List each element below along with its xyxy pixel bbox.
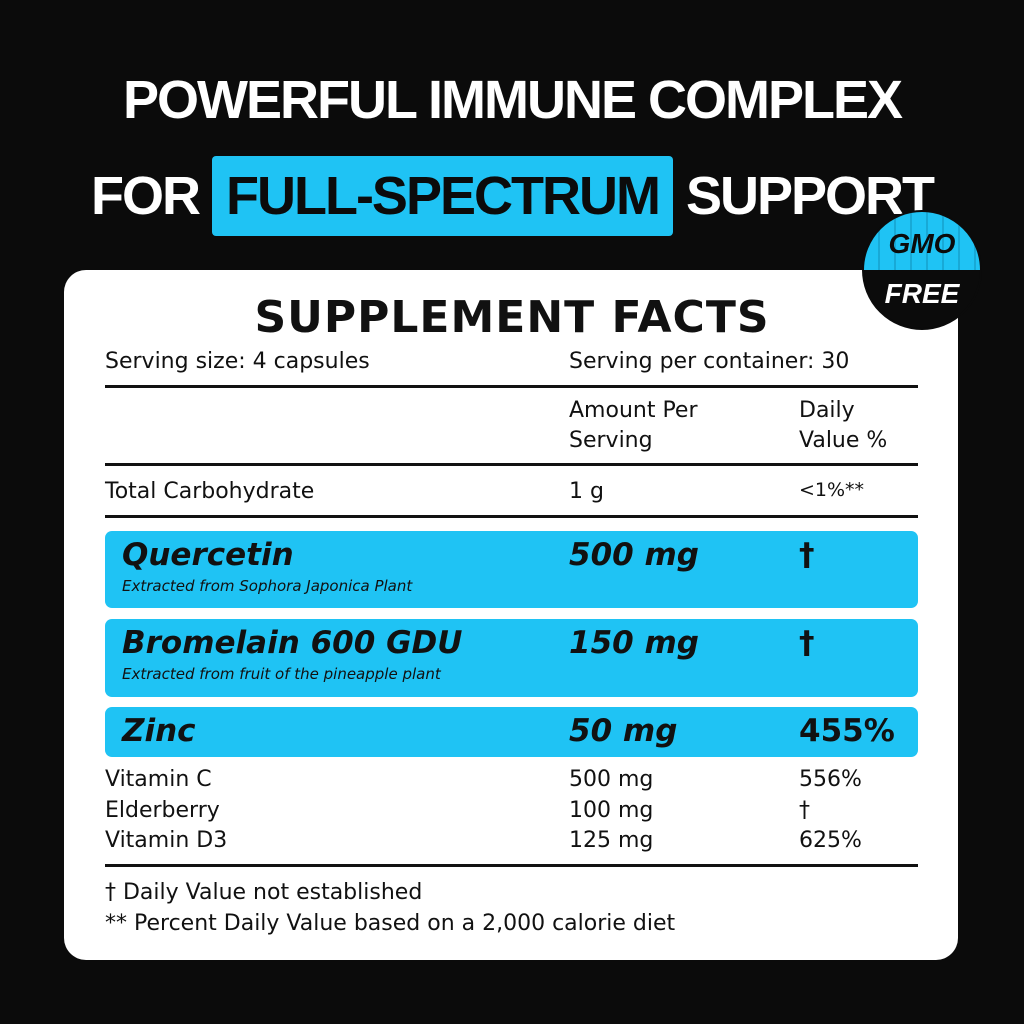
highlight-row-bromelain: Bromelain 600 GDU Extracted from fruit o… (105, 619, 918, 697)
highlight-row-zinc: Zinc 50 mg 455% (105, 707, 918, 757)
carb-dv: <1%** (799, 479, 865, 501)
footnote: † Daily Value not established (105, 880, 423, 905)
divider (105, 463, 918, 466)
facts-title: SUPPLEMENT FACTS (254, 292, 770, 343)
divider (105, 385, 918, 388)
carb-name: Total Carbohydrate (105, 479, 315, 504)
highlight-row-quercetin: Quercetin Extracted from Sophora Japonic… (105, 531, 918, 608)
headline-highlight: FULL-SPECTRUM (212, 156, 673, 236)
col-amount-header: Amount Per (569, 398, 698, 423)
nutrient-name: Elderberry (105, 798, 220, 823)
divider (105, 515, 918, 518)
col-dv-header: Daily (799, 398, 855, 423)
servings-per-container: Serving per container: 30 (569, 349, 850, 374)
carb-amount: 1 g (569, 479, 604, 504)
serving-size: Serving size: 4 capsules (105, 349, 370, 374)
nutrient-name: Vitamin D3 (105, 828, 228, 853)
headline-line-1: POWERFUL IMMUNE COMPLEX (122, 70, 903, 130)
nutrient-name: Vitamin C (105, 767, 212, 792)
divider (105, 864, 918, 867)
gmo-free-badge: GMO FREE (862, 210, 982, 330)
footnote: ** Percent Daily Value based on a 2,000 … (105, 911, 676, 936)
headline-line-2: FOR FULL-SPECTRUM SUPPORT (0, 156, 1024, 236)
